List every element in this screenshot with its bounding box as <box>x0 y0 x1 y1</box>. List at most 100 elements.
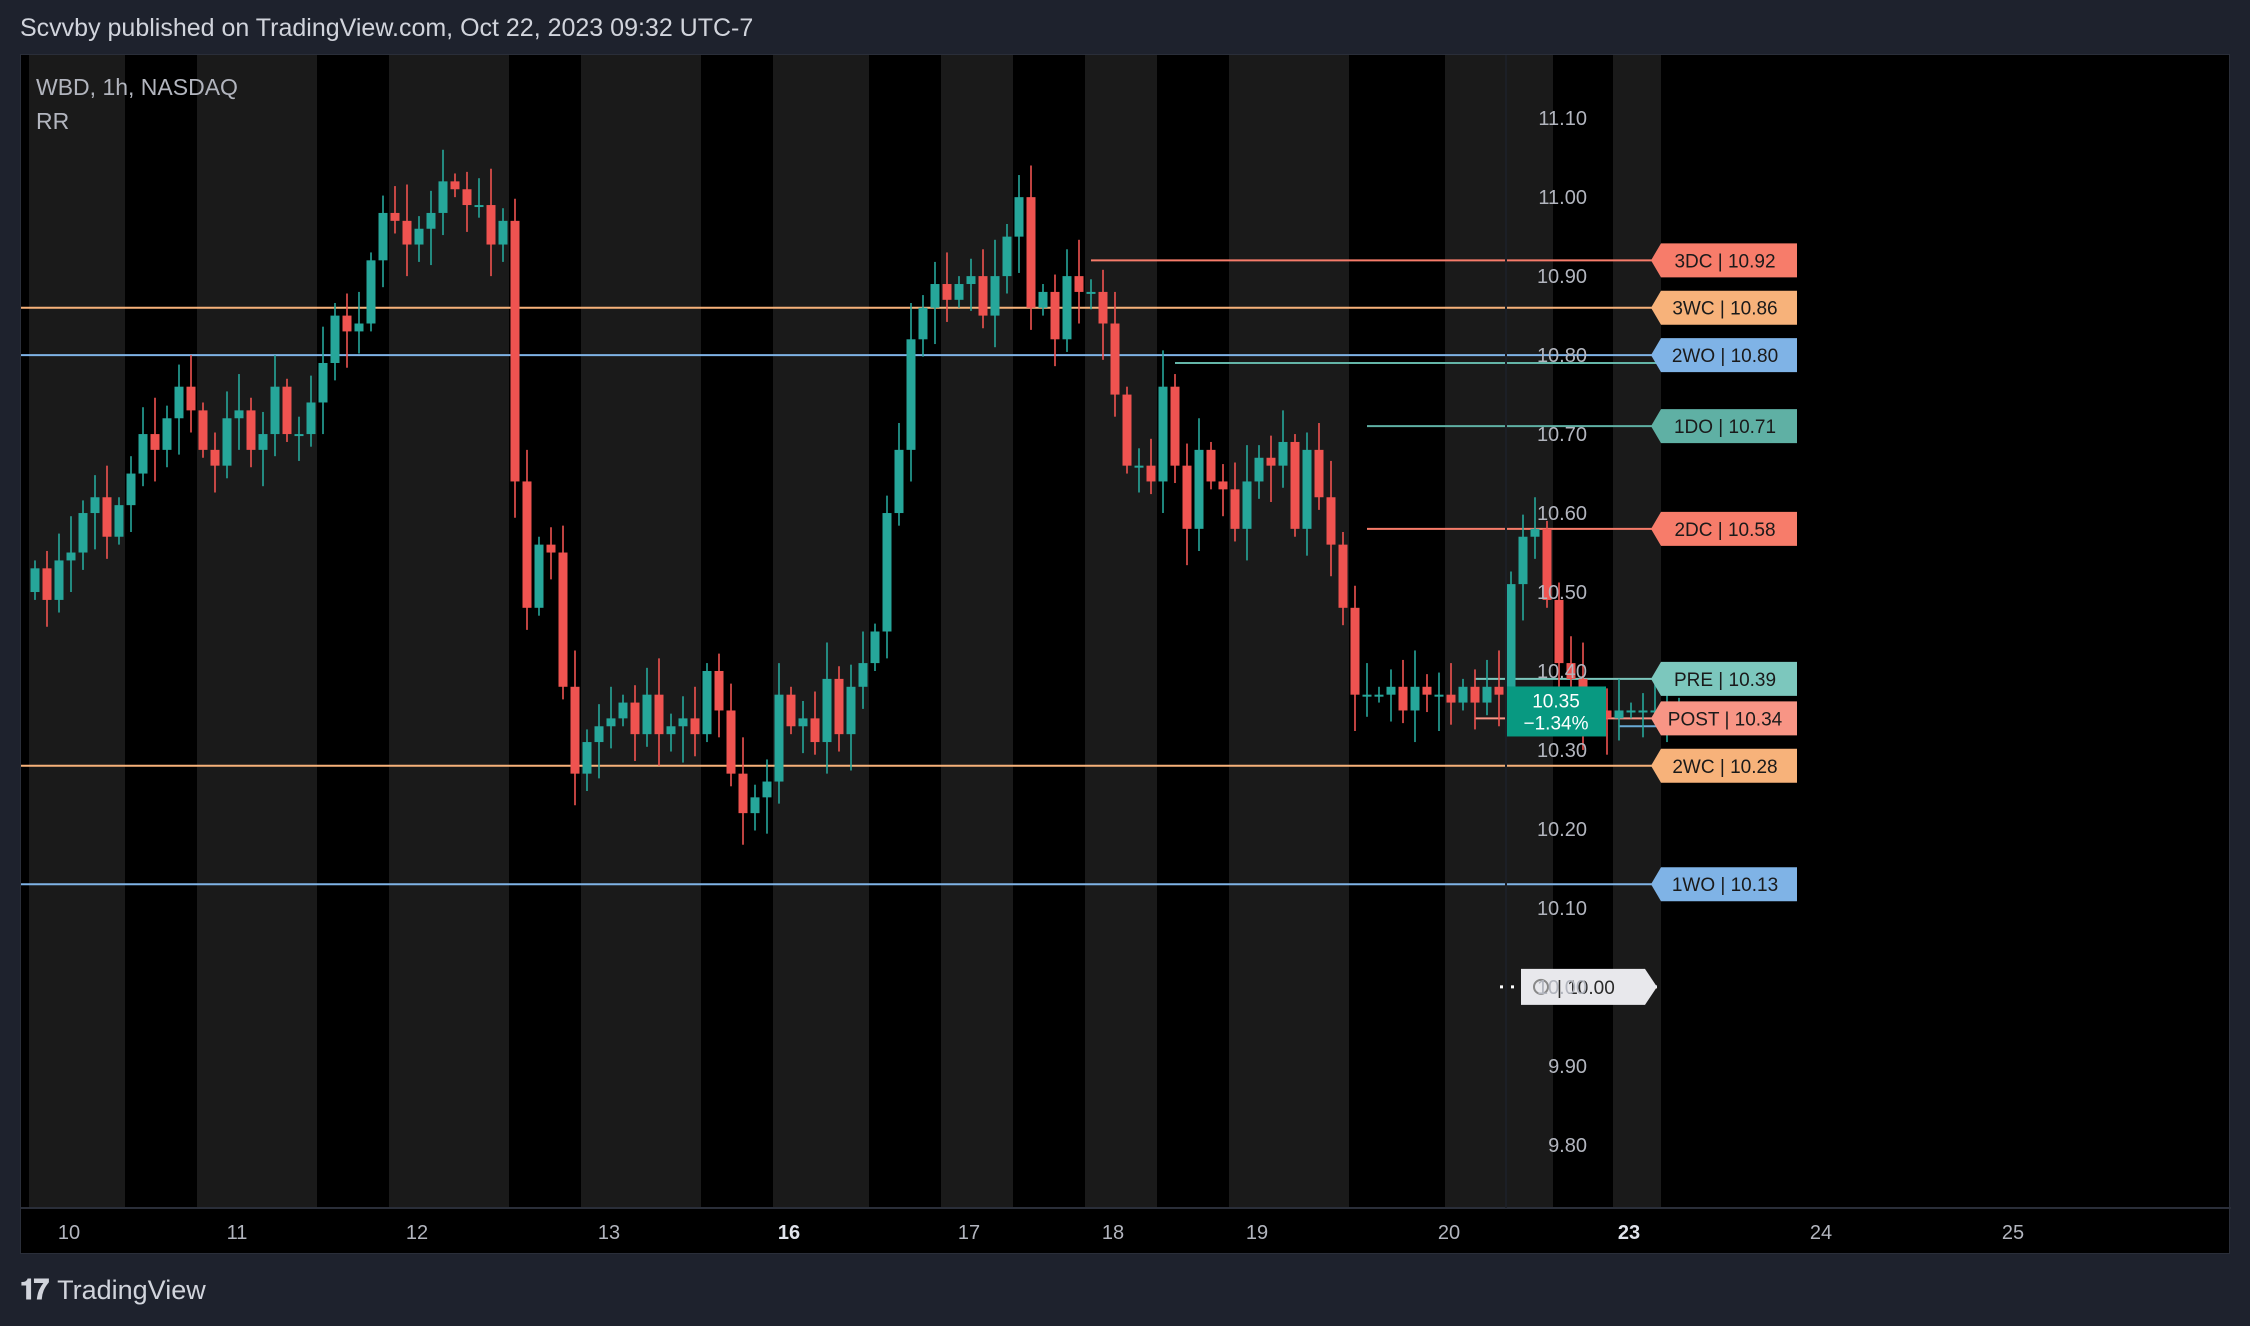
candle-body <box>1026 197 1036 308</box>
price-tick-label: 10.20 <box>1537 819 1587 841</box>
level-label-bg <box>1651 338 1797 373</box>
candle-body <box>1626 710 1636 713</box>
session-backgrounds <box>29 55 1661 1208</box>
price-tick-label: 10.40 <box>1537 661 1587 683</box>
candle-body <box>714 670 724 711</box>
candle-body <box>30 568 40 593</box>
candle-body <box>1638 710 1648 713</box>
price-tick-label: 9.80 <box>1548 1135 1587 1157</box>
level-label-text: 2DC | 10.58 <box>1674 520 1775 541</box>
session-band-17 <box>941 55 1013 1208</box>
level-label-bg <box>1651 661 1797 696</box>
candle-body <box>738 773 748 814</box>
symbol-title: WBD, 1h, NASDAQ <box>36 74 238 100</box>
candle-body <box>954 284 964 300</box>
candle-body <box>666 726 676 735</box>
candle-body <box>1470 686 1480 703</box>
level-lines <box>21 259 1661 989</box>
candle-body <box>162 418 172 450</box>
candle-body <box>570 686 580 774</box>
candle-body <box>1062 276 1072 340</box>
level-label-text: POST | 10.34 <box>1668 709 1783 730</box>
candle-body <box>1518 536 1528 585</box>
candle-body <box>1374 694 1384 697</box>
candle-body <box>1542 528 1552 600</box>
candle-body <box>822 678 832 743</box>
level-label-text: PRE | 10.39 <box>1674 670 1776 691</box>
candle-body <box>930 284 940 308</box>
session-band-12 <box>389 55 509 1208</box>
chart-panel[interactable]: 3DC | 10.92 3WC | 10.86 2WO | 10.80 1DO | 1… <box>20 54 2231 1255</box>
candle-body <box>1110 323 1120 395</box>
candle-body <box>222 418 232 466</box>
candle-body <box>1554 599 1564 664</box>
candle-body <box>198 410 208 450</box>
candlestick-chart[interactable]: 3DC | 10.92 3WC | 10.86 2WO | 10.80 1DO | 1… <box>21 55 2231 1255</box>
candle-body <box>66 552 76 561</box>
candle-body <box>594 726 604 743</box>
time-tick-label: 12 <box>406 1222 428 1244</box>
candle-body <box>1254 457 1264 482</box>
candle-body <box>1242 481 1252 529</box>
candle-body <box>1158 386 1168 482</box>
candle-body <box>582 742 592 774</box>
candle-body <box>1002 236 1012 277</box>
price-tick-label: 10.60 <box>1537 503 1587 525</box>
price-tick-label: 10.00 <box>1537 977 1587 999</box>
candle-body <box>522 481 532 608</box>
candle-body <box>1098 291 1108 324</box>
marker-label-bg <box>1521 968 1657 1005</box>
candle-body <box>1146 465 1156 482</box>
candle-body <box>546 544 556 553</box>
candle-body <box>390 212 400 221</box>
candle-body <box>1446 694 1456 703</box>
candle-body <box>1530 528 1540 537</box>
candle-body <box>810 718 820 743</box>
candle-body <box>654 694 664 735</box>
candle-body <box>558 552 568 687</box>
candle-body <box>1338 544 1348 608</box>
candle-body <box>1038 291 1048 308</box>
session-band-10 <box>29 55 125 1208</box>
last-price-value: 10.35 <box>1532 691 1580 712</box>
brand-name: TradingView <box>57 1275 206 1305</box>
candle-body <box>894 449 904 514</box>
candle-body <box>186 386 196 411</box>
time-tick-label: 18 <box>1102 1222 1124 1244</box>
candle-body <box>426 212 436 229</box>
level-label-bg <box>1651 243 1797 278</box>
level-label-text: 3DC | 10.92 <box>1674 251 1775 272</box>
candle-body <box>210 449 220 466</box>
candle-body <box>1422 686 1432 695</box>
candle-body <box>54 560 64 600</box>
session-band-13 <box>581 55 701 1208</box>
time-tick-label: 13 <box>598 1222 620 1244</box>
session-band-11 <box>197 55 317 1208</box>
candle-body <box>1182 465 1192 529</box>
candle-body <box>474 205 484 208</box>
candle-body <box>270 386 280 435</box>
time-tick-label: 25 <box>2002 1222 2024 1244</box>
price-tick-label: 10.30 <box>1537 740 1587 762</box>
candle-body <box>942 284 952 300</box>
candle-body <box>354 323 364 332</box>
candle-body <box>1014 197 1024 237</box>
session-band-16 <box>773 55 869 1208</box>
time-tick-label: 10 <box>58 1222 80 1244</box>
time-tick-label: 24 <box>1810 1222 1832 1244</box>
price-tick-label: 11.10 <box>1538 108 1587 130</box>
candle-body <box>1266 457 1276 466</box>
level-label-bg <box>1651 867 1797 902</box>
candle-body <box>294 434 304 437</box>
candle-body <box>1410 686 1420 711</box>
session-band-19 <box>1229 55 1349 1208</box>
candle-body <box>774 694 784 782</box>
candle-body <box>1302 449 1312 529</box>
candle-body <box>1398 686 1408 711</box>
medal-icon <box>1533 978 1549 995</box>
candle-body <box>486 205 496 245</box>
candle-body <box>1194 449 1204 529</box>
candle-body <box>1086 291 1096 294</box>
candle-body <box>978 276 988 316</box>
level-label-text: 1DO | 10.71 <box>1674 417 1776 438</box>
